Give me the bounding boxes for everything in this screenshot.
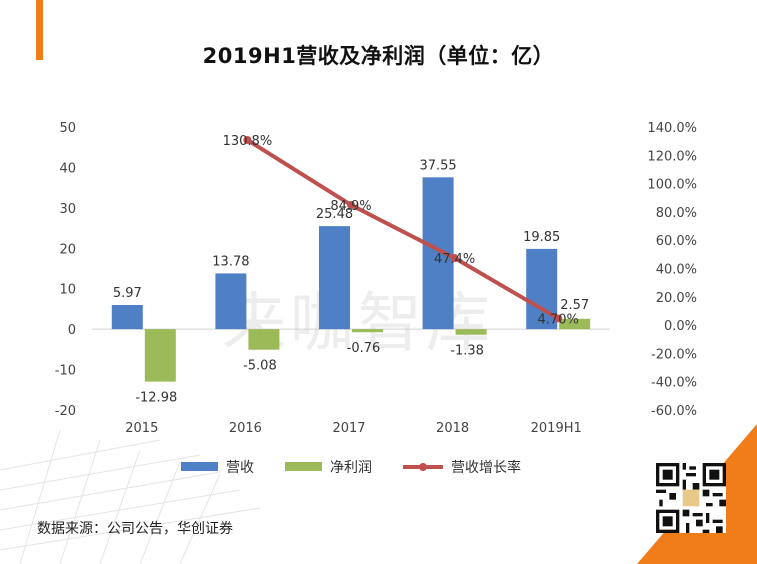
x-tick-label: 2017 [332,421,365,436]
left-tick-label: 10 [59,283,76,298]
net-profit-label: -5.08 [243,359,277,374]
left-tick-label: 50 [59,121,76,136]
net-profit-bar [455,329,487,335]
right-tick-label: 60.0% [656,234,697,249]
growth-point [347,200,355,209]
revenue-bar [319,226,350,330]
left-tick-label: 0 [68,323,76,338]
growth-line-series [243,136,563,323]
legend-label-growth: 营收增长率 [451,459,521,476]
growth-label: 84.9% [330,199,371,214]
right-tick-label: 120.0% [647,149,697,164]
growth-point [554,314,563,323]
right-tick-label: 40.0% [656,263,697,278]
revenue-label: 37.55 [419,158,456,173]
net-profit-label: -12.98 [135,391,177,406]
left-tick-label: 40 [59,161,76,176]
qr-code [656,463,726,533]
net-profit-bar [559,318,591,330]
net-profit-bar [352,329,383,333]
data-labels: 5.97 13.78 25.48 37.55 19.85 -12.98 -5.08 -0.76… [113,134,589,406]
right-tick-label: -20.0% [651,347,697,362]
left-tick-label: 20 [59,242,76,257]
revenue-bar [111,305,143,330]
legend-swatch-revenue [181,462,218,471]
accent-bar [36,0,43,60]
right-tick-label: 140.0% [647,121,697,136]
growth-point [450,254,459,263]
net-profit-label: -1.38 [450,344,484,359]
legend-swatch-net-profit [285,462,322,471]
left-tick-label: -20 [55,404,76,419]
right-tick-label: 0.0% [664,319,697,334]
left-axis: 50 40 30 20 10 0 -10 -20 [55,121,76,419]
net-profit-bar [248,329,280,350]
right-tick-label: 100.0% [647,178,697,193]
left-tick-label: -10 [55,364,76,379]
revenue-label: 25.48 [316,207,353,222]
x-tick-label: 2018 [436,421,469,436]
right-tick-label: -60.0% [651,404,697,419]
right-tick-label: 20.0% [656,291,697,306]
legend: 营收 净利润 营收增长率 [181,459,521,476]
revenue-label: 19.85 [523,230,560,245]
growth-label: 130.8% [223,134,273,149]
growth-point [243,136,252,145]
revenue-bar [215,273,247,330]
x-tick-label: 2015 [125,421,158,436]
data-source-note: 数据来源：公司公告，华创证券 [37,521,233,537]
growth-label: 47.4% [434,252,475,267]
growth-line [246,138,560,321]
net-profit-label: 2.57 [560,298,589,313]
right-axis: 140.0% 120.0% 100.0% 80.0% 60.0% 40.0% 20.0% 0.… [647,121,697,419]
right-tick-label: -40.0% [651,376,697,391]
x-tick-label: 2019H1 [531,421,582,436]
legend-label-net-profit: 净利润 [330,460,372,476]
revenue-label: 13.78 [212,254,249,269]
growth-label: 4.70% [538,312,579,327]
chart-title: 2019H1营收及净利润（单位：亿） [202,44,555,68]
legend-label-revenue: 营收 [226,460,254,476]
x-axis-labels: 2015 2016 2017 2018 2019H1 [125,421,582,436]
right-tick-label: 80.0% [656,206,697,221]
legend-marker-growth [419,463,427,471]
revenue-label: 5.97 [113,286,142,301]
left-tick-label: 30 [59,202,76,217]
net-profit-bar [144,329,176,382]
net-profit-label: -0.76 [347,341,381,356]
x-tick-label: 2016 [229,421,262,436]
